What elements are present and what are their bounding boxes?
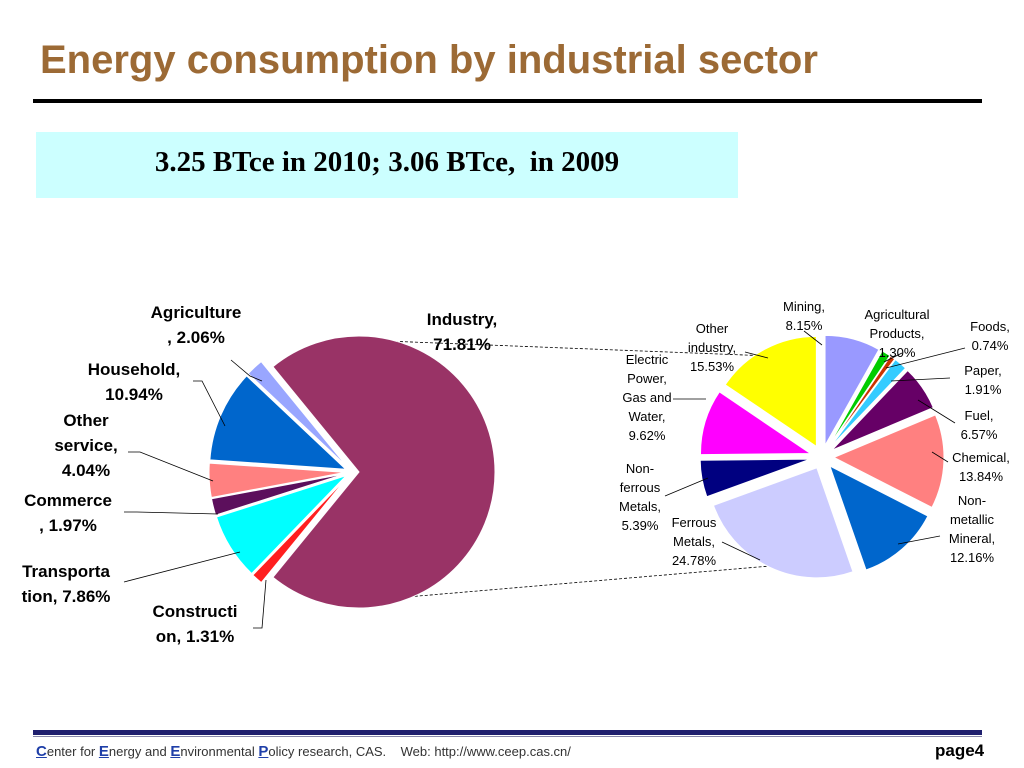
pie2-label-chemical-13-84: Chemical, 13.84%	[952, 450, 1010, 484]
connector-top-line	[359, 339, 771, 357]
pie1-label-constructi-on-1-31: Constructi on, 1.31%	[153, 602, 238, 646]
pie1-label-other-service-4-04: Other service, 4.04%	[54, 411, 117, 480]
pie2-leader-1	[883, 352, 903, 363]
pie-slice-fuel-6-57	[831, 369, 934, 451]
summary-banner-text: 3.25 BTce in 2010; 3.06 BTce, in 2009	[154, 146, 620, 178]
pie2-label-mining-8-15: Mining, 8.15%	[783, 299, 825, 333]
footer-c: C	[36, 743, 47, 760]
pie-slice-agricultural-products-1-30	[827, 350, 891, 448]
industry-breakdown-pie	[699, 334, 945, 579]
sector-pie-labels: Agriculture, 2.06% Industry, 71.81% Househo…	[22, 303, 498, 646]
pie-slice-industry-71-81	[272, 335, 496, 609]
pie1-leader-6	[253, 579, 267, 629]
pie2-leader-4	[917, 399, 956, 424]
footer-bar	[33, 730, 982, 735]
pie2-leader-8	[664, 477, 709, 497]
pie1-label-commerce-1-97: Commerce, 1.97%	[24, 491, 112, 535]
pie-slice-mining-8-15	[824, 334, 880, 448]
pie1-leader-4	[124, 511, 219, 515]
pie2-leader-5	[931, 451, 949, 463]
connector-bottom-line	[359, 565, 771, 602]
pie2-label-ferrous-metals-24-78: Ferrous Metals, 24.78%	[672, 515, 717, 568]
pie1-leader-5	[123, 551, 241, 583]
pie2-label-agricultural-products-1-30: Agricultural Products, 1.30%	[864, 307, 929, 360]
pie2-label-paper-1-91: Paper, 1.91%	[964, 363, 1002, 397]
industry-pie-labels: Mining, 8.15% Agricultural Products, 1.30% Fo…	[619, 299, 1010, 568]
pie2-leader-10	[744, 351, 769, 359]
pie-slice-other-industry-15-53	[724, 335, 817, 448]
footer-e-rest: nergy and	[108, 744, 171, 759]
pie-connector-lines	[359, 339, 771, 602]
pie1-leader-0	[230, 359, 263, 382]
footer-p: P	[258, 743, 269, 760]
footer-c-rest: enter for	[46, 744, 99, 759]
page-number: page4	[935, 741, 985, 760]
footer-e: E	[98, 743, 109, 760]
footer-e2-rest: nvironmental	[180, 744, 259, 759]
pie-slice-other-service-4-04	[208, 462, 346, 499]
footer-bar-thin	[33, 736, 982, 737]
footer-text: Center for Energy and Environmental Poli…	[36, 743, 571, 760]
pie2-label-electric-power-gas-and-water-9-62: Electric Power, Gas and Water, 9.62%	[622, 352, 671, 443]
pie-slice-commerce-1-97	[210, 473, 346, 516]
pie2-leader-3	[890, 377, 951, 382]
pie2-leader-2	[885, 347, 966, 369]
title-divider	[33, 99, 982, 103]
footer-p-rest: olicy research, CAS. Web: http://www.cee…	[268, 744, 571, 759]
consumption-by-sector-pie	[208, 335, 496, 609]
pie-slice-non-metallic-mineral-12-16	[829, 465, 929, 571]
pie-slice-construction-1-31	[252, 476, 348, 584]
pie-slice-non-ferrous-metals-5-39	[699, 458, 811, 498]
slide-title: Energy consumption by industrial sector	[40, 38, 818, 82]
footer-e2: E	[170, 743, 181, 760]
pie2-label-foods-0-74: Foods, 0.74%	[970, 319, 1010, 353]
pie-slice-transportation-7-86	[215, 475, 347, 575]
pie-slice-electric-power-gas-and-water-9-62	[700, 391, 813, 456]
pie-slice-paper-1-91	[829, 358, 907, 449]
summary-banner: 3.25 BTce in 2010; 3.06 BTce, in 2009	[36, 132, 738, 198]
pie2-label-fuel-6-57: Fuel, 6.57%	[961, 408, 998, 442]
pie2-label-other-industry-15-53: Other industry, 15.53%	[688, 321, 736, 374]
pie2-leader-0	[803, 330, 823, 346]
pie1-leader-3	[128, 451, 214, 482]
pie-slice-agriculture-2-06	[247, 360, 348, 468]
pie2-label-non-metallic-mineral-12-16: Non-metallic Mineral, 12.16%	[949, 493, 995, 565]
pie1-leader-2	[193, 380, 226, 427]
pie-slice-household-10-94	[209, 375, 347, 470]
pie-slice-chemical-13-84	[832, 414, 945, 509]
pie1-label-transporta-tion-7-86: Transporta tion, 7.86%	[22, 562, 111, 606]
pie1-label-industry-71-81: Industry, 71.81%	[427, 310, 498, 354]
pie2-label-non-ferrous-metals-5-39: Non-ferrous Metals, 5.39%	[619, 461, 661, 533]
pie1-label-household-10-94: Household, 10.94%	[88, 360, 181, 404]
pie2-leader-6	[897, 535, 941, 545]
pie2-leader-7	[721, 541, 761, 561]
pie1-label-agriculture-2-06: Agriculture, 2.06%	[151, 303, 242, 347]
pie-slice-ferrous-metals-24-78	[712, 467, 854, 579]
